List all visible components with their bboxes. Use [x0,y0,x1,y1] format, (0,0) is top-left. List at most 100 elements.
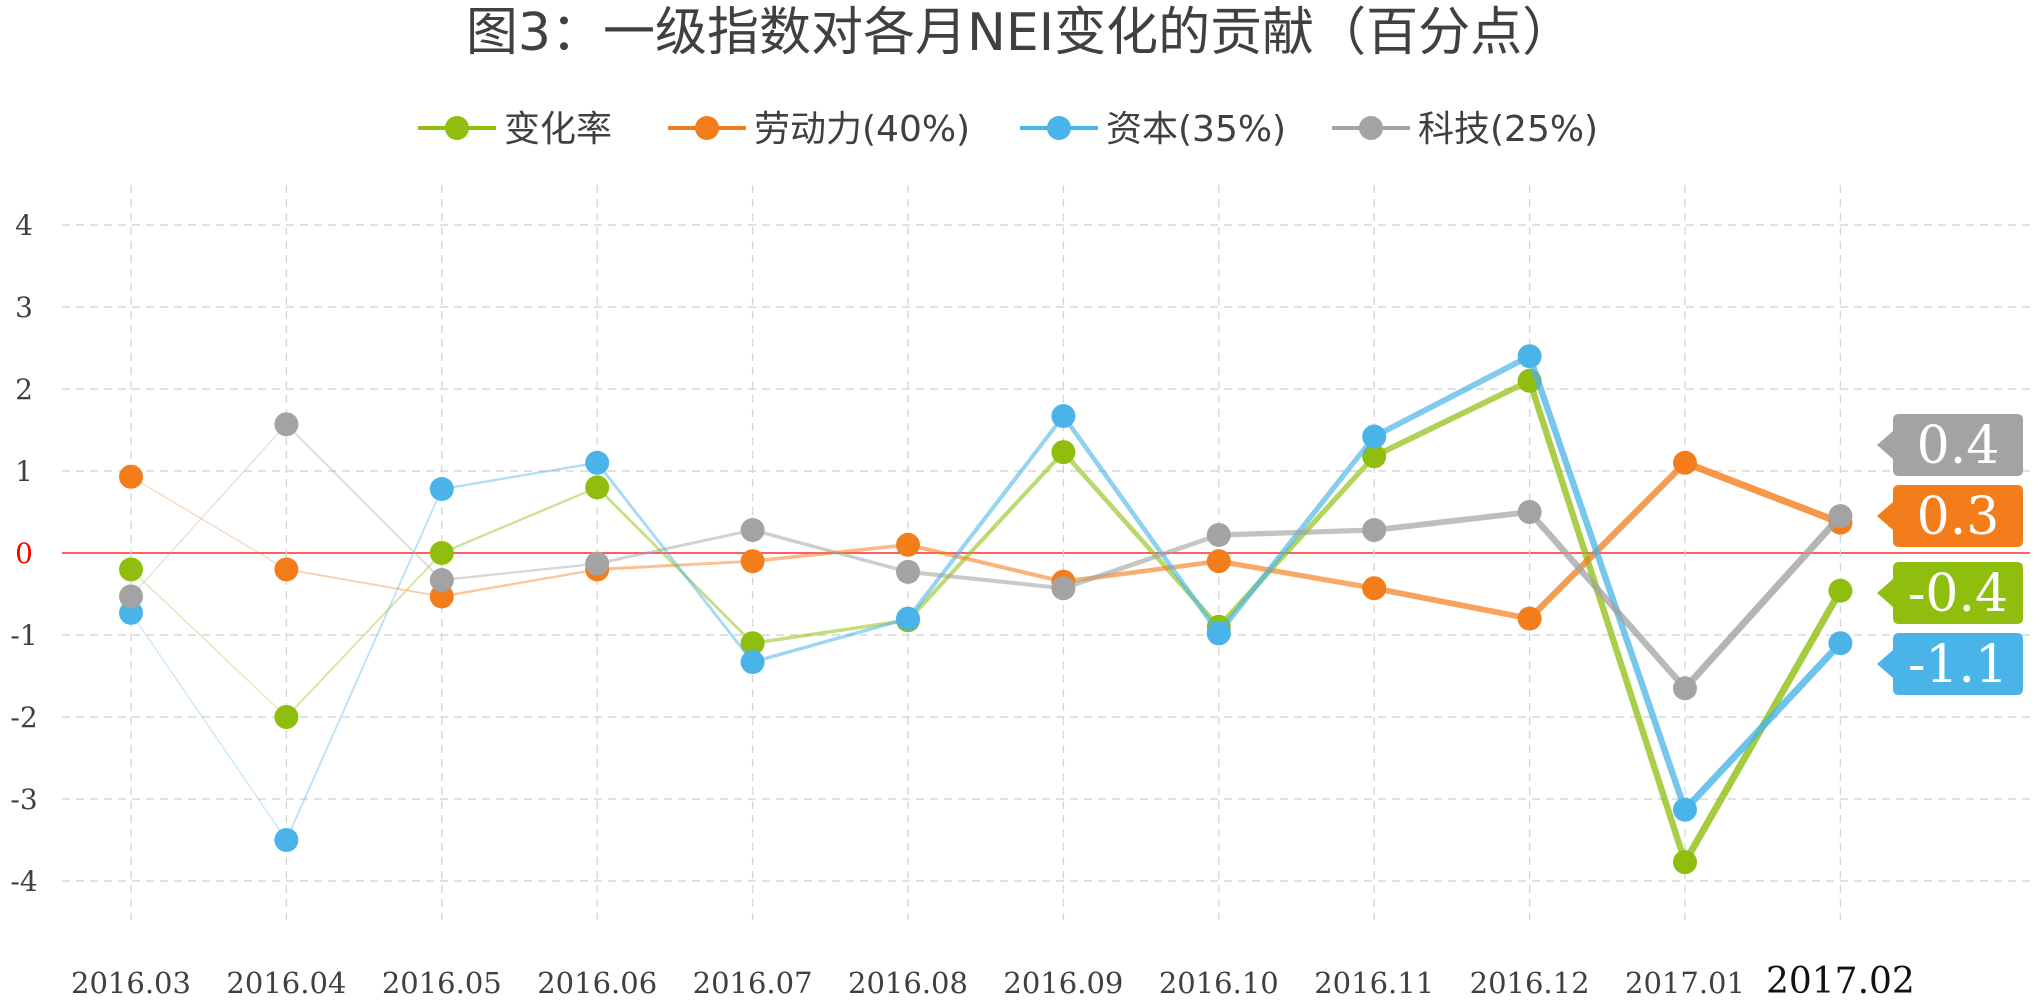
y-tick-label: -1 [10,619,37,652]
series-line-segment [595,461,755,664]
series [119,450,1853,631]
series-line-segment [905,542,1066,584]
data-point [1051,440,1076,465]
series-line-segment [1371,353,1533,440]
legend-label: 科技(25%) [1418,109,1598,150]
series-line-segment [905,450,1066,623]
legend-swatch-marker [695,116,719,140]
series-line-segment [1216,527,1377,538]
data-point [274,557,299,582]
series-line-segment [595,528,755,566]
callout-box [1877,562,2023,624]
data-point [429,584,454,609]
legend-swatch-marker [1047,116,1071,140]
data-point [1517,606,1542,631]
series-line-segment [905,569,1066,591]
series-line-segment [1681,639,1844,814]
callout-value: 0.3 [1917,487,2000,547]
series-line-segment [1681,459,1844,527]
data-point [274,828,299,852]
x-tick-label: 2016.04 [226,966,346,1000]
data-point [1517,500,1542,524]
series-line-segment [440,461,599,491]
callout-label: 0.3 [1877,485,2023,547]
series-line-segment [130,423,287,598]
y-tick-label: 4 [15,209,33,242]
data-point [1051,404,1076,429]
series-line-segment [1681,512,1844,692]
y-tick-label: -3 [10,783,37,816]
data-point [740,518,765,543]
callout-value: 0.4 [1917,416,2000,476]
data-point [1362,518,1387,543]
series-line-segment [440,568,599,598]
series-line-segment [750,616,910,664]
series [119,412,1853,701]
data-point [1828,504,1853,529]
data-point [585,551,610,576]
data-point [896,559,920,584]
y-tick-label: 0 [15,537,33,570]
data-point [119,600,143,625]
grid [62,185,2030,920]
y-tick-label: 3 [15,291,33,324]
legend-item: 资本(35%) [1020,109,1286,150]
data-point [1206,621,1231,646]
x-tick-label: 2016.07 [693,966,813,1000]
data-point [429,541,454,565]
x-tick-label: 2016.11 [1314,966,1434,1000]
series-line-segment [130,568,287,718]
series-layer [119,344,1853,875]
data-point [119,584,143,609]
data-point [1517,344,1542,369]
axes: 4 3 2 1 0 -1 -2 -3 -4 2016.03 2016.04 2016.05 2016.0… [10,209,1914,1002]
data-point [740,549,765,574]
x-tick-label: 2016.06 [537,966,657,1000]
x-tick-label: 2016.12 [1470,966,1590,1000]
legend-label: 劳动力(40%) [754,109,970,150]
x-tick-label: 2017.02 [1766,961,1915,1002]
series-line-segment [130,476,287,571]
data-point [585,475,610,500]
series-line-segment [1371,585,1533,622]
series-line-segment [595,559,755,571]
callout-box [1877,633,2023,695]
data-point [1206,522,1231,547]
data-point [429,477,454,502]
x-tick-label: 2017.01 [1625,966,1745,1000]
callout-box [1877,485,2023,547]
legend-label: 资本(35%) [1106,109,1286,150]
series-line-segment [285,488,443,841]
legend-swatch-marker [445,116,469,140]
data-point [896,606,920,631]
callout-value: -0.4 [1908,564,2008,624]
legend: 变化率 劳动力(40%) 资本(35%) 科技(25%) [418,109,1598,150]
series-line-segment [905,414,1066,621]
y-tick-label: 2 [15,373,33,406]
series-line-segment [1526,508,1689,692]
callout-box [1877,414,2023,476]
data-point [119,557,143,582]
series-line-segment [1061,532,1222,591]
data-point [119,464,143,489]
series-line-segment [1526,352,1689,813]
legend-swatch-marker [1359,116,1383,140]
data-point [1673,676,1697,701]
data-point [1051,576,1076,601]
data-point [1206,549,1231,574]
x-tick-label: 2016.03 [71,966,191,1000]
data-point [1673,797,1697,822]
legend-item: 科技(25%) [1332,109,1598,150]
legend-label: 变化率 [504,109,612,150]
x-tick-label: 2016.08 [848,966,968,1000]
x-tick-label: 2016.09 [1003,966,1123,1000]
data-point [1362,576,1387,601]
series-line-segment [1371,509,1533,533]
y-tick-label: 1 [15,455,33,488]
y-tick-label: -4 [10,865,37,898]
callout-value: -1.1 [1908,635,2008,695]
data-point [1828,578,1853,603]
series-line-segment [440,486,599,555]
